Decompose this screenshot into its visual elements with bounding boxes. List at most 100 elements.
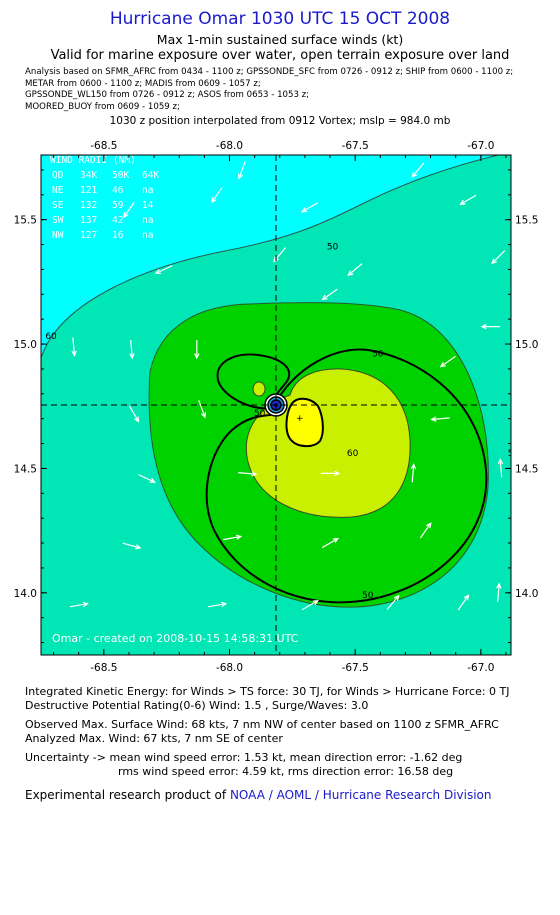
wind-vector-arrow — [210, 187, 223, 204]
axes: -68.5 -68.5 -68.0 -68.0 -67.5 -67.5 -67.0 -67.0… — [14, 140, 539, 672]
wind-radii-cell: 127 — [80, 230, 97, 241]
wind-vector-arrow — [122, 542, 142, 550]
wind-radii-cell: 137 — [80, 215, 97, 226]
contour-label: 50 — [362, 591, 374, 601]
x-tick-label: -68.0 — [216, 662, 243, 672]
wind-radii-table: WIND RADII (NM) QD 34K 50K 64K NE 121 46… — [50, 155, 159, 241]
observed-max-line: Observed Max. Surface Wind: 68 kts, 7 nm… — [25, 718, 499, 731]
wind-vectors — [69, 161, 506, 611]
wind-vector-arrow — [237, 161, 246, 180]
wind-radii-cell: 132 — [80, 200, 97, 211]
minor-max-contour — [252, 381, 266, 397]
wind-vector-arrow — [410, 463, 417, 483]
uncertainty-line-1: Uncertainty -> mean wind speed error: 1.… — [25, 751, 463, 764]
wind-radii-title: WIND RADII (NM) — [50, 155, 136, 166]
wind-radii-cell: SE — [52, 200, 64, 211]
contour-labels: 50 60 50 50 60 50 50 — [45, 243, 520, 601]
wind-vector-arrow — [198, 400, 207, 419]
plot-frame — [40, 154, 512, 656]
wind-radii-cell: 59 — [112, 200, 124, 211]
wind-radii-header: 64K — [142, 170, 159, 181]
wind-radii-cell: 16 — [112, 230, 124, 241]
position-note: 1030 z position interpolated from 0912 V… — [109, 115, 451, 127]
analysis-line: METAR from 0600 - 1100 z; MADIS from 060… — [25, 78, 261, 89]
y-tick-label: 15.5 — [515, 215, 538, 227]
contour-label: 50 — [327, 243, 339, 253]
wind-vector-arrow — [411, 162, 425, 178]
exposure-note: Valid for marine exposure over water, op… — [50, 48, 510, 63]
wind-vector-arrow — [238, 471, 258, 477]
y-tick-label: 15.0 — [14, 339, 37, 351]
wind-radii-cell: 46 — [112, 185, 124, 196]
wind-vector-arrow — [321, 537, 340, 549]
x-tick-label: -67.5 — [342, 662, 369, 672]
wind-vector-arrow — [129, 340, 135, 360]
dpr-line: Destructive Potential Rating(0-6) Wind: … — [25, 699, 369, 712]
analysis-line: GPSSONDE_WL150 from 0726 - 0912 z; ASOS … — [25, 90, 310, 100]
wind-vector-arrow — [347, 263, 363, 277]
wind-vector-arrow — [321, 288, 338, 301]
wind-radii-cell: 14 — [142, 200, 154, 211]
contour-max-core — [285, 397, 324, 448]
x-tick-label: -67.0 — [467, 140, 494, 152]
y-tick-label: 15.0 — [515, 339, 538, 351]
contour-label: 60 — [347, 449, 359, 459]
contour-eyewall-ring — [205, 348, 488, 604]
contour-label: 50 — [508, 449, 520, 459]
product-credit: Experimental research product of NOAA / … — [25, 788, 492, 802]
wind-radii-header: QD — [52, 170, 64, 181]
chart-subtitle: Max 1-min sustained surface winds (kt) — [156, 32, 404, 47]
wind-radii-cell: SW — [52, 215, 64, 226]
analysis-line: Analysis based on SFMR_AFRC from 0434 - … — [25, 67, 514, 77]
contour-label: 50 — [372, 349, 384, 359]
y-tick-label: 14.0 — [14, 588, 37, 600]
wind-radii-cell: na — [142, 215, 153, 226]
wind-vector-arrow — [321, 470, 341, 477]
wind-radii-cell: na — [142, 230, 153, 241]
wind-vector-arrow — [419, 522, 432, 539]
wind-vector-arrow — [430, 416, 450, 422]
wind-field-map: + 50 60 50 50 60 50 50 WIND RADII (NM) QD 34K … — [14, 140, 539, 672]
wind-vector-arrow — [457, 594, 470, 611]
wind-vector-arrow — [207, 601, 228, 608]
wind-vector-arrow — [496, 582, 502, 602]
y-tick-label: 14.5 — [515, 463, 538, 475]
x-tick-label: -68.5 — [90, 140, 117, 152]
x-tick-label: -67.0 — [467, 662, 494, 672]
wind-vector-arrow — [497, 458, 504, 478]
uncertainty-line-2: rms wind speed error: 4.59 kt, rms direc… — [118, 765, 454, 778]
x-tick-label: -67.5 — [342, 140, 369, 152]
max-wind-marker: + — [296, 414, 304, 424]
analysis-line: MOORED_BUOY from 0609 - 1059 z; — [25, 101, 180, 112]
wind-vector-arrow — [480, 323, 500, 330]
wind-radii-cell: 42 — [112, 215, 123, 226]
y-tick-label: 14.5 — [14, 463, 37, 475]
x-tick-label: -68.0 — [216, 140, 243, 152]
x-tick-label: -68.5 — [90, 662, 117, 672]
wind-vector-arrow — [300, 202, 319, 213]
y-tick-label: 14.0 — [515, 588, 538, 600]
wind-vector-arrow — [123, 202, 135, 219]
wind-vector-arrow — [386, 594, 400, 611]
product-prefix: Experimental research product of — [25, 788, 227, 802]
wind-vector-arrow — [154, 265, 173, 274]
wind-vector-arrow — [459, 194, 477, 205]
wind-contours: + 50 60 50 50 60 50 50 WIND RADII (NM) QD 34K … — [41, 155, 520, 655]
wind-vector-arrow — [301, 600, 319, 611]
contour-label: 60 — [45, 332, 57, 342]
wind-radii-cell: na — [142, 185, 153, 196]
creation-watermark: Omar - created on 2008-10-15 14:58:31 UT… — [52, 632, 299, 645]
chart-title: Hurricane Omar 1030 UTC 15 OCT 2008 — [109, 9, 451, 29]
y-tick-label: 15.5 — [14, 215, 37, 227]
wind-vector-arrow — [128, 405, 140, 423]
wind-vector-arrow — [491, 250, 506, 265]
product-org-link[interactable]: NOAA / AOML / Hurricane Research Divisio… — [229, 788, 492, 802]
wind-radii-cell: 121 — [80, 185, 97, 196]
wind-radii-header: 50K — [112, 170, 129, 181]
wind-vector-arrow — [223, 534, 243, 541]
wind-radii-header: 34K — [80, 170, 97, 181]
wind-vector-arrow — [194, 340, 200, 360]
wind-vector-arrow — [69, 601, 89, 608]
wind-radii-cell: NW — [52, 230, 64, 241]
wind-vector-arrow — [439, 355, 456, 368]
